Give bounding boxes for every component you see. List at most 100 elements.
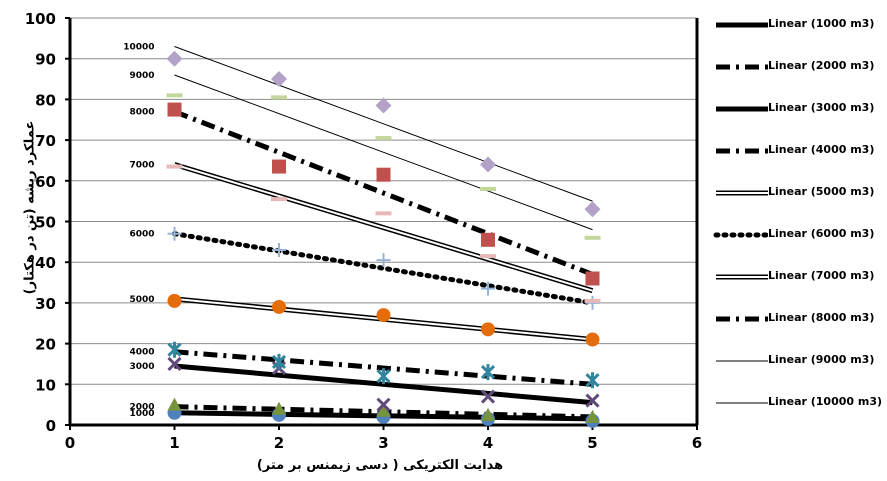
trend-line	[174, 163, 593, 292]
data-point	[272, 401, 286, 415]
series-label: 1000	[129, 409, 154, 419]
data-point	[166, 164, 183, 169]
y-tick-label: 50	[35, 214, 56, 232]
data-point	[585, 295, 600, 310]
legend-label: Linear (6000 m3)	[768, 227, 875, 240]
data-point	[584, 235, 601, 240]
series-label: 5000	[129, 295, 154, 305]
legend-swatch	[716, 106, 768, 112]
x-tick-label: 1	[169, 434, 179, 452]
y-tick-label: 60	[35, 173, 56, 191]
legend-item: Linear (7000 m3)	[712, 266, 884, 288]
data-point	[272, 242, 286, 257]
x-tick-label: 3	[378, 434, 388, 452]
legend-item: Linear (8000 m3)	[712, 308, 884, 330]
trend-line	[174, 363, 593, 406]
y-tick-label: 30	[35, 295, 56, 313]
legend-item: Linear (5000 m3)	[712, 182, 884, 204]
data-point	[272, 299, 286, 314]
data-point	[376, 167, 391, 182]
trend-line	[173, 109, 594, 277]
legend-item: Linear (10000 m3)	[712, 392, 884, 414]
data-point	[271, 95, 287, 100]
legend-item: Linear (9000 m3)	[712, 350, 884, 372]
legend-swatch	[716, 190, 768, 196]
legend-swatch	[716, 360, 768, 362]
series-label: 7000	[129, 161, 154, 171]
legend-swatch	[716, 402, 768, 404]
legend-item: Linear (3000 m3)	[712, 98, 884, 120]
data-point	[481, 322, 495, 337]
legend-swatch	[716, 22, 768, 28]
legend-item: Linear (2000 m3)	[712, 56, 884, 78]
data-point	[376, 368, 391, 385]
data-point	[272, 159, 286, 174]
legend-label: Linear (5000 m3)	[768, 185, 875, 198]
trend-line	[174, 349, 593, 387]
data-point	[271, 197, 287, 202]
legend-swatch	[716, 316, 768, 322]
x-tick-label: 5	[587, 434, 597, 452]
y-axis-label: عملکرد ریشه (تن در هکتار)	[22, 120, 38, 295]
data-point	[585, 372, 600, 389]
data-point	[480, 254, 496, 259]
x-tick-label: 0	[65, 434, 75, 452]
trend-line	[174, 74, 593, 231]
data-point	[167, 341, 182, 358]
data-point	[584, 298, 601, 303]
data-point	[376, 397, 391, 412]
series-label: 3000	[129, 362, 154, 372]
data-point	[167, 397, 182, 411]
legend-swatch	[716, 148, 768, 154]
data-point	[167, 102, 182, 117]
data-point	[376, 403, 391, 417]
data-point	[585, 332, 600, 347]
legend-label: Linear (8000 m3)	[768, 311, 875, 324]
y-tick-label: 40	[35, 254, 56, 272]
data-point	[585, 409, 600, 423]
legend-label: Linear (7000 m3)	[768, 269, 875, 282]
data-point	[376, 308, 391, 323]
legend-label: Linear (2000 m3)	[768, 59, 875, 72]
data-point	[584, 201, 601, 218]
series-label: 10000	[123, 42, 154, 52]
y-tick-label: 80	[35, 91, 56, 109]
data-point	[375, 211, 392, 216]
series-label: 6000	[129, 230, 154, 240]
legend-label: Linear (4000 m3)	[768, 143, 875, 156]
data-point	[375, 136, 392, 141]
x-tick-label: 6	[692, 434, 702, 452]
y-tick-label: 100	[25, 10, 56, 28]
y-tick-label: 0	[46, 417, 56, 435]
legend-swatch	[716, 274, 768, 280]
legend-label: Linear (9000 m3)	[768, 353, 875, 366]
legend-swatch	[713, 232, 768, 238]
legend-label: Linear (10000 m3)	[768, 395, 883, 408]
data-point	[480, 389, 496, 404]
legend-label: Linear (3000 m3)	[768, 101, 875, 114]
trend-line	[174, 46, 593, 202]
legend-item: Linear (1000 m3)	[712, 14, 884, 36]
data-point	[480, 186, 496, 191]
series-label: 2000	[129, 403, 154, 413]
data-point	[167, 356, 182, 372]
legend-label: Linear (1000 m3)	[768, 17, 875, 30]
data-point	[167, 293, 182, 308]
series-label: 9000	[129, 71, 154, 81]
data-point	[480, 156, 496, 173]
x-axis-label: هدایت الکتریکی ( دسی زیمنس بر متر)	[256, 458, 504, 473]
y-tick-label: 70	[35, 132, 56, 150]
y-tick-label: 90	[35, 51, 56, 69]
trend-line	[172, 231, 595, 306]
data-point	[480, 364, 496, 381]
data-point	[376, 253, 391, 268]
y-tick-label: 10	[35, 376, 56, 394]
data-point	[166, 50, 183, 67]
legend-swatch	[716, 64, 768, 70]
x-tick-label: 4	[483, 434, 493, 452]
legend-item: Linear (4000 m3)	[712, 140, 884, 162]
data-point	[166, 93, 183, 98]
legend-item: Linear (6000 m3)	[712, 224, 884, 246]
data-point	[481, 232, 495, 247]
